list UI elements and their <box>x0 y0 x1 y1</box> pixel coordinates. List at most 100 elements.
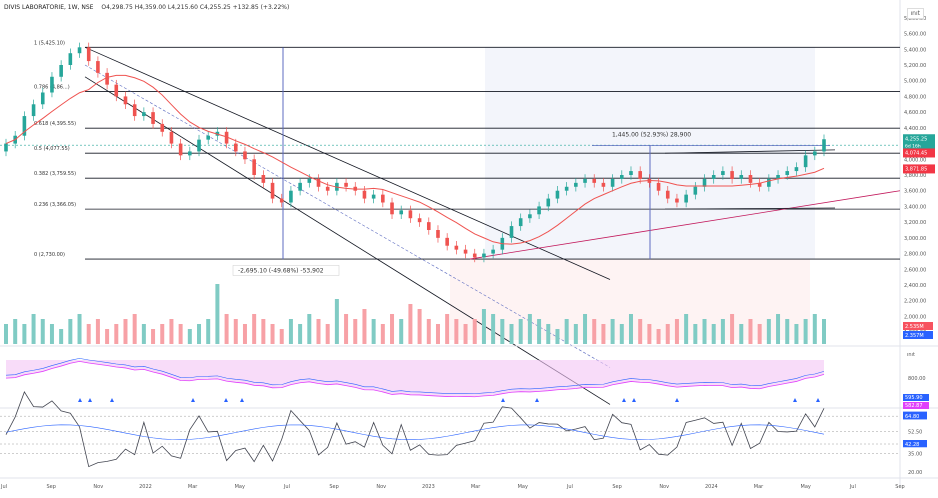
volume-bar <box>454 319 459 344</box>
volume-bar <box>583 314 588 344</box>
time-axis-label: Jul <box>283 484 290 490</box>
candle-body <box>132 104 137 117</box>
candle-body <box>261 175 266 183</box>
volume-bar <box>601 324 606 344</box>
candle-body <box>362 190 367 199</box>
candle-body <box>601 182 606 187</box>
indicator1-badge <box>903 394 929 401</box>
volume-bar <box>399 319 404 344</box>
channel-mid <box>84 64 611 368</box>
candle-body <box>426 222 431 230</box>
candle-body <box>224 131 229 144</box>
candle-body <box>270 182 275 199</box>
volume-bar <box>647 324 652 344</box>
candle-body <box>105 72 109 85</box>
volume-bar <box>619 324 624 344</box>
candle-body <box>206 135 211 140</box>
price-axis-label: 5,600.00 <box>904 32 926 38</box>
signal-marker <box>501 398 505 402</box>
candle-body <box>776 175 780 179</box>
time-axis-label: 2022 <box>139 484 152 490</box>
candle-body <box>344 182 348 187</box>
price-badge <box>903 148 935 158</box>
indicator2-badge-text: 64.80 <box>905 414 919 420</box>
price-axis-label: 4,800.00 <box>904 94 926 100</box>
signal-marker <box>110 398 114 402</box>
candle-body <box>86 47 91 62</box>
candle-body <box>767 178 771 187</box>
volume-bar <box>500 319 505 344</box>
candle-body <box>555 190 560 199</box>
candle-body <box>399 210 404 215</box>
trend-line <box>469 190 901 260</box>
candle-body <box>68 53 73 65</box>
price-axis-label: 2,800.00 <box>904 252 926 258</box>
volume-bar <box>472 319 477 344</box>
fib-level-label: 1 (5,425.10) <box>34 40 65 46</box>
volume-bar <box>546 324 551 344</box>
volume-bar <box>49 324 54 344</box>
indicator1-line <box>5 360 825 398</box>
signal-marker <box>535 398 539 402</box>
down-move-label: -2,695.10 (-49.68%) -53,902 <box>238 267 324 274</box>
time-axis-label: Sep <box>46 484 55 490</box>
signal-marker <box>191 398 195 402</box>
volume-bar <box>527 314 532 344</box>
time-axis-label: Sep <box>612 484 621 490</box>
candle-body <box>77 47 82 54</box>
price-axis-label: 3,000.00 <box>904 236 926 242</box>
candle-body <box>233 143 238 152</box>
candle-body <box>803 155 808 168</box>
signal-marker <box>224 398 228 402</box>
volume-bar <box>711 324 716 344</box>
oscillator-line <box>5 391 825 468</box>
price-axis-label: 2,000.00 <box>904 314 926 320</box>
fib-level-label: 0.382 (3,759.55) <box>34 171 76 177</box>
moving-average-line <box>5 74 825 245</box>
volume-bar <box>592 319 597 344</box>
volume-bar <box>353 319 358 344</box>
volume-bar <box>141 324 146 344</box>
candle-body <box>472 253 477 258</box>
indicator2-axis-label: 52.50 <box>908 430 922 436</box>
volume-bar <box>105 329 110 344</box>
candle-body <box>243 151 247 160</box>
volume-badge <box>903 322 933 330</box>
candle-body <box>197 139 201 152</box>
candle-body <box>537 206 541 215</box>
price-axis-label: 3,600.00 <box>904 189 926 195</box>
volume-badge-text: 2.535M <box>905 324 924 330</box>
volume-bar <box>288 319 293 344</box>
volume-badge <box>903 331 933 339</box>
volume-bar <box>279 329 284 344</box>
candle-body <box>454 245 459 250</box>
indicator1-badge-text: 582.87 <box>905 403 923 409</box>
signal-marker <box>675 398 679 402</box>
volume-bar <box>509 324 514 344</box>
volume-bar <box>22 324 27 344</box>
candle-body <box>528 214 532 219</box>
signal-marker <box>816 398 820 402</box>
time-axis-label: Mar <box>754 484 764 490</box>
volume-bar <box>426 319 431 344</box>
candle-body <box>289 190 293 203</box>
volume-badge-text: 2.357M <box>905 333 924 339</box>
candle-body <box>325 186 330 191</box>
volume-bar <box>518 319 523 344</box>
volume-bar <box>445 314 450 344</box>
candle-body <box>178 143 183 156</box>
volume-bar <box>812 314 817 344</box>
volume-bar <box>59 329 64 344</box>
price-axis-label: 2,600.00 <box>904 267 926 273</box>
candle-body <box>408 210 413 219</box>
candle-body <box>491 249 495 254</box>
candle-body <box>371 194 376 199</box>
scale-toggle-button[interactable]: ınıt <box>906 8 924 19</box>
volume-bar <box>371 319 376 344</box>
candle-body <box>730 171 734 179</box>
candle-body <box>252 159 256 175</box>
volume-bar <box>408 304 413 344</box>
channel-upper <box>84 46 611 280</box>
price-axis-label: 3,200.00 <box>904 220 926 226</box>
